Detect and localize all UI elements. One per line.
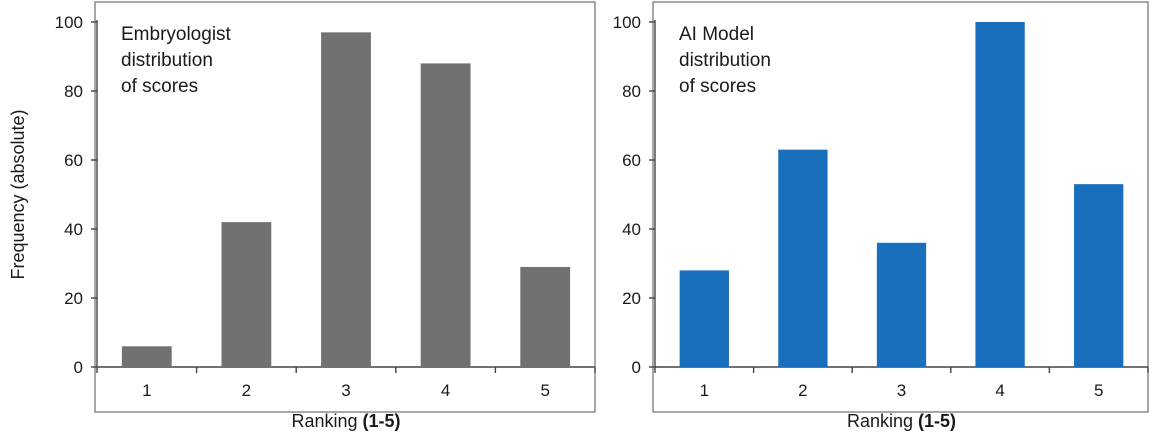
bar: [778, 149, 828, 367]
bar: [1074, 184, 1124, 367]
x-axis-title: Ranking (1-5): [291, 411, 400, 431]
y-tick-label: 0: [74, 358, 83, 377]
bar: [221, 222, 272, 367]
y-tick-label: 40: [622, 220, 641, 239]
x-tick-label: 1: [700, 381, 709, 400]
panel-title-line: AI Model: [679, 24, 754, 45]
bar: [520, 266, 571, 367]
x-axis-title-text: Ranking: [291, 411, 362, 431]
panel-title-line: Embryologist: [121, 24, 232, 45]
bar: [679, 270, 729, 367]
panel-title-line: of scores: [121, 76, 198, 97]
bar: [975, 22, 1025, 367]
x-axis-title-range: (1-5): [363, 411, 401, 431]
panel-title-line: of scores: [679, 76, 756, 97]
y-tick-label: 0: [632, 358, 641, 377]
x-tick-label: 4: [995, 381, 1004, 400]
plot-frame: [652, 1, 1149, 413]
bar: [321, 32, 371, 367]
plot-frame: [94, 1, 596, 413]
bar: [420, 63, 471, 368]
bar: [121, 346, 172, 367]
ai-model-chart: 0 20 40 60 80 100 1 2 3 4 5 Ranking (1-5) AI Model di…: [613, 1, 1149, 431]
x-tick-label: 5: [540, 381, 549, 400]
y-tick-label: 80: [622, 82, 641, 101]
panel-title-line: distribution: [679, 50, 771, 71]
y-tick-label: 60: [622, 151, 641, 170]
x-axis-title-range: (1-5): [918, 411, 956, 431]
x-axis-title: Ranking (1-5): [847, 411, 956, 431]
x-tick-label: 1: [142, 381, 151, 400]
x-tick-label: 2: [242, 381, 251, 400]
y-tick-label: 100: [613, 13, 641, 32]
y-tick-label: 60: [64, 151, 83, 170]
y-tick-label: 80: [64, 82, 83, 101]
x-tick-label: 3: [897, 381, 906, 400]
embryologist-chart: 0 20 40 60 80 100 1 2 3 4 5 Ranking (1-5) Frequency …: [8, 1, 596, 431]
x-tick-label: 5: [1094, 381, 1103, 400]
panel-title-line: distribution: [121, 50, 213, 71]
y-tick-label: 20: [622, 289, 641, 308]
x-tick-label: 2: [798, 381, 807, 400]
x-tick-label: 3: [341, 381, 350, 400]
y-tick-label: 20: [64, 289, 83, 308]
bar: [876, 242, 927, 367]
y-tick-label: 40: [64, 220, 83, 239]
y-axis-title: Frequency (absolute): [8, 109, 28, 279]
x-tick-label: 4: [441, 381, 450, 400]
x-axis-title-text: Ranking: [847, 411, 918, 431]
y-tick-label: 100: [55, 13, 83, 32]
